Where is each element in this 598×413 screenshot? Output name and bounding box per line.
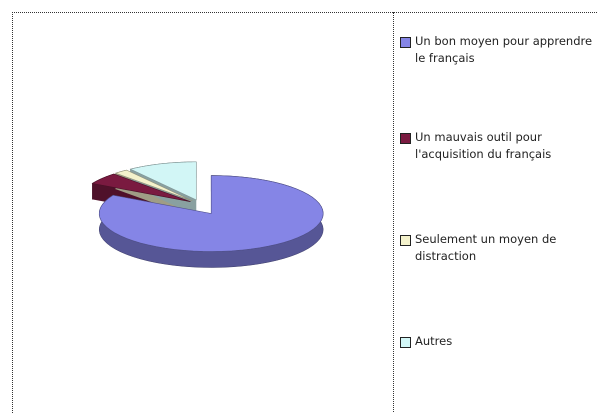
legend-divider: [393, 12, 394, 412]
legend-label: Autres: [415, 334, 453, 348]
slice: [98, 175, 324, 252]
slice: [91, 173, 191, 202]
legend-label: Seulement un moyen de distraction: [415, 232, 557, 263]
legend-entry: Un mauvais outil pour l'acquisition du f…: [400, 129, 598, 163]
legend-swatch: [400, 235, 411, 246]
slice: [114, 169, 193, 202]
legend-label: Un mauvais outil pour l'acquisition du f…: [415, 130, 552, 161]
legend-swatch: [400, 37, 411, 48]
legend-swatch: [400, 337, 411, 348]
chart-frame: [12, 12, 598, 413]
slice: [129, 161, 197, 201]
legend-swatch: [400, 133, 411, 144]
legend-entry: Seulement un moyen de distraction: [400, 231, 598, 265]
legend-entry: Un bon moyen pour apprendre le français: [400, 33, 598, 67]
legend-entry: Autres: [400, 333, 598, 350]
legend-label: Un bon moyen pour apprendre le français: [415, 34, 593, 65]
